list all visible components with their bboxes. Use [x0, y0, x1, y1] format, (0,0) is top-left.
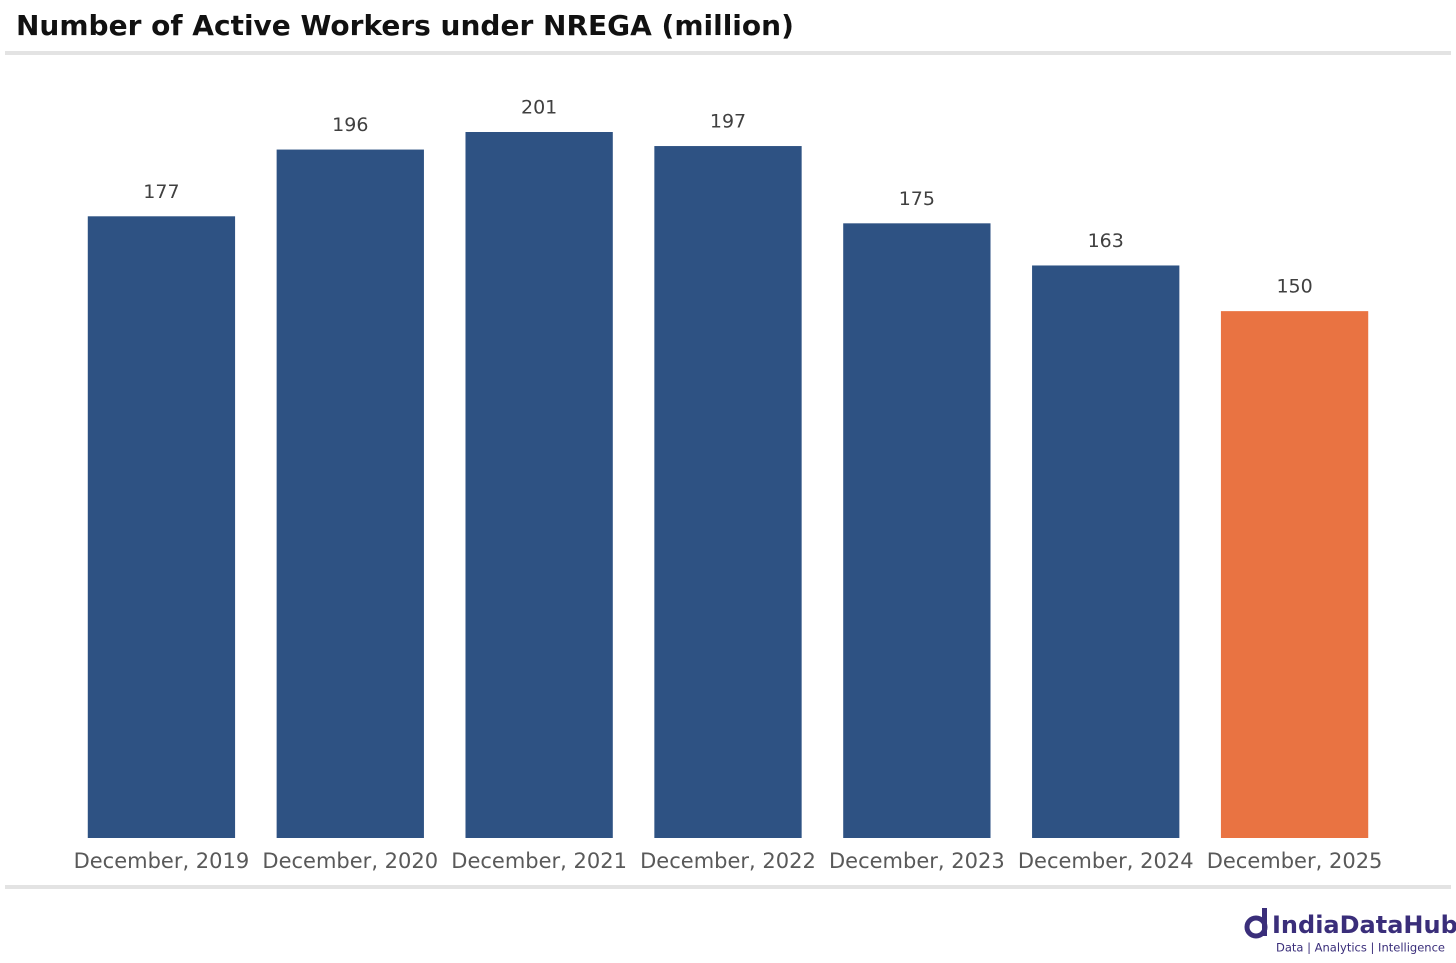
logo-tagline: Data | Analytics | Intelligence [1276, 941, 1445, 955]
bottom-rule [5, 885, 1451, 889]
bar [654, 146, 802, 838]
logo-icon-stem [1262, 908, 1267, 936]
x-tick-label: December, 2020 [262, 849, 438, 873]
x-tick-label: December, 2021 [451, 849, 627, 873]
top-rule [5, 51, 1451, 55]
chart-title: Number of Active Workers under NREGA (mi… [16, 9, 794, 42]
bar [843, 223, 991, 839]
value-label: 175 [899, 188, 935, 210]
bar [1032, 265, 1180, 838]
value-label: 163 [1088, 230, 1124, 252]
value-label: 201 [521, 97, 557, 119]
value-label: 150 [1276, 276, 1312, 298]
value-label: 177 [143, 181, 179, 203]
value-label: 197 [710, 111, 746, 133]
x-tick-label: December, 2025 [1207, 849, 1383, 873]
x-tick-label: December, 2024 [1018, 849, 1194, 873]
value-label: 196 [332, 114, 368, 136]
logo: IndiaDataHub Data | Analytics | Intellig… [1244, 908, 1456, 955]
bar [87, 216, 236, 838]
bar [1220, 311, 1369, 838]
x-tick-label: December, 2022 [640, 849, 816, 873]
x-tick-label: December, 2023 [829, 849, 1005, 873]
x-tick-label: December, 2019 [74, 849, 250, 873]
bar [465, 132, 613, 838]
bar [276, 149, 424, 838]
logo-name: IndiaDataHub [1272, 911, 1456, 939]
